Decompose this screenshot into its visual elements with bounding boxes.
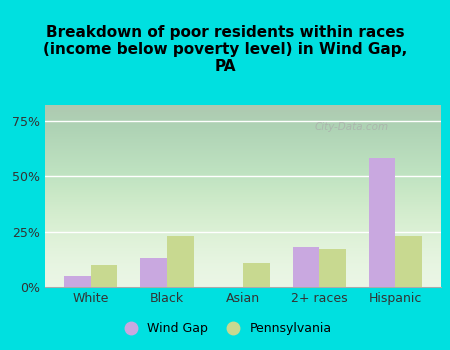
Bar bbox=[369, 158, 395, 287]
Bar bbox=[64, 276, 91, 287]
Bar bbox=[395, 236, 422, 287]
Bar bbox=[292, 247, 319, 287]
Bar bbox=[243, 262, 270, 287]
Bar bbox=[140, 258, 167, 287]
Bar bbox=[167, 236, 194, 287]
Bar bbox=[91, 265, 117, 287]
Text: Breakdown of poor residents within races
(income below poverty level) in Wind Ga: Breakdown of poor residents within races… bbox=[43, 25, 407, 74]
Bar bbox=[319, 249, 346, 287]
Text: City-Data.com: City-Data.com bbox=[314, 122, 388, 132]
Legend: Wind Gap, Pennsylvania: Wind Gap, Pennsylvania bbox=[113, 317, 337, 340]
